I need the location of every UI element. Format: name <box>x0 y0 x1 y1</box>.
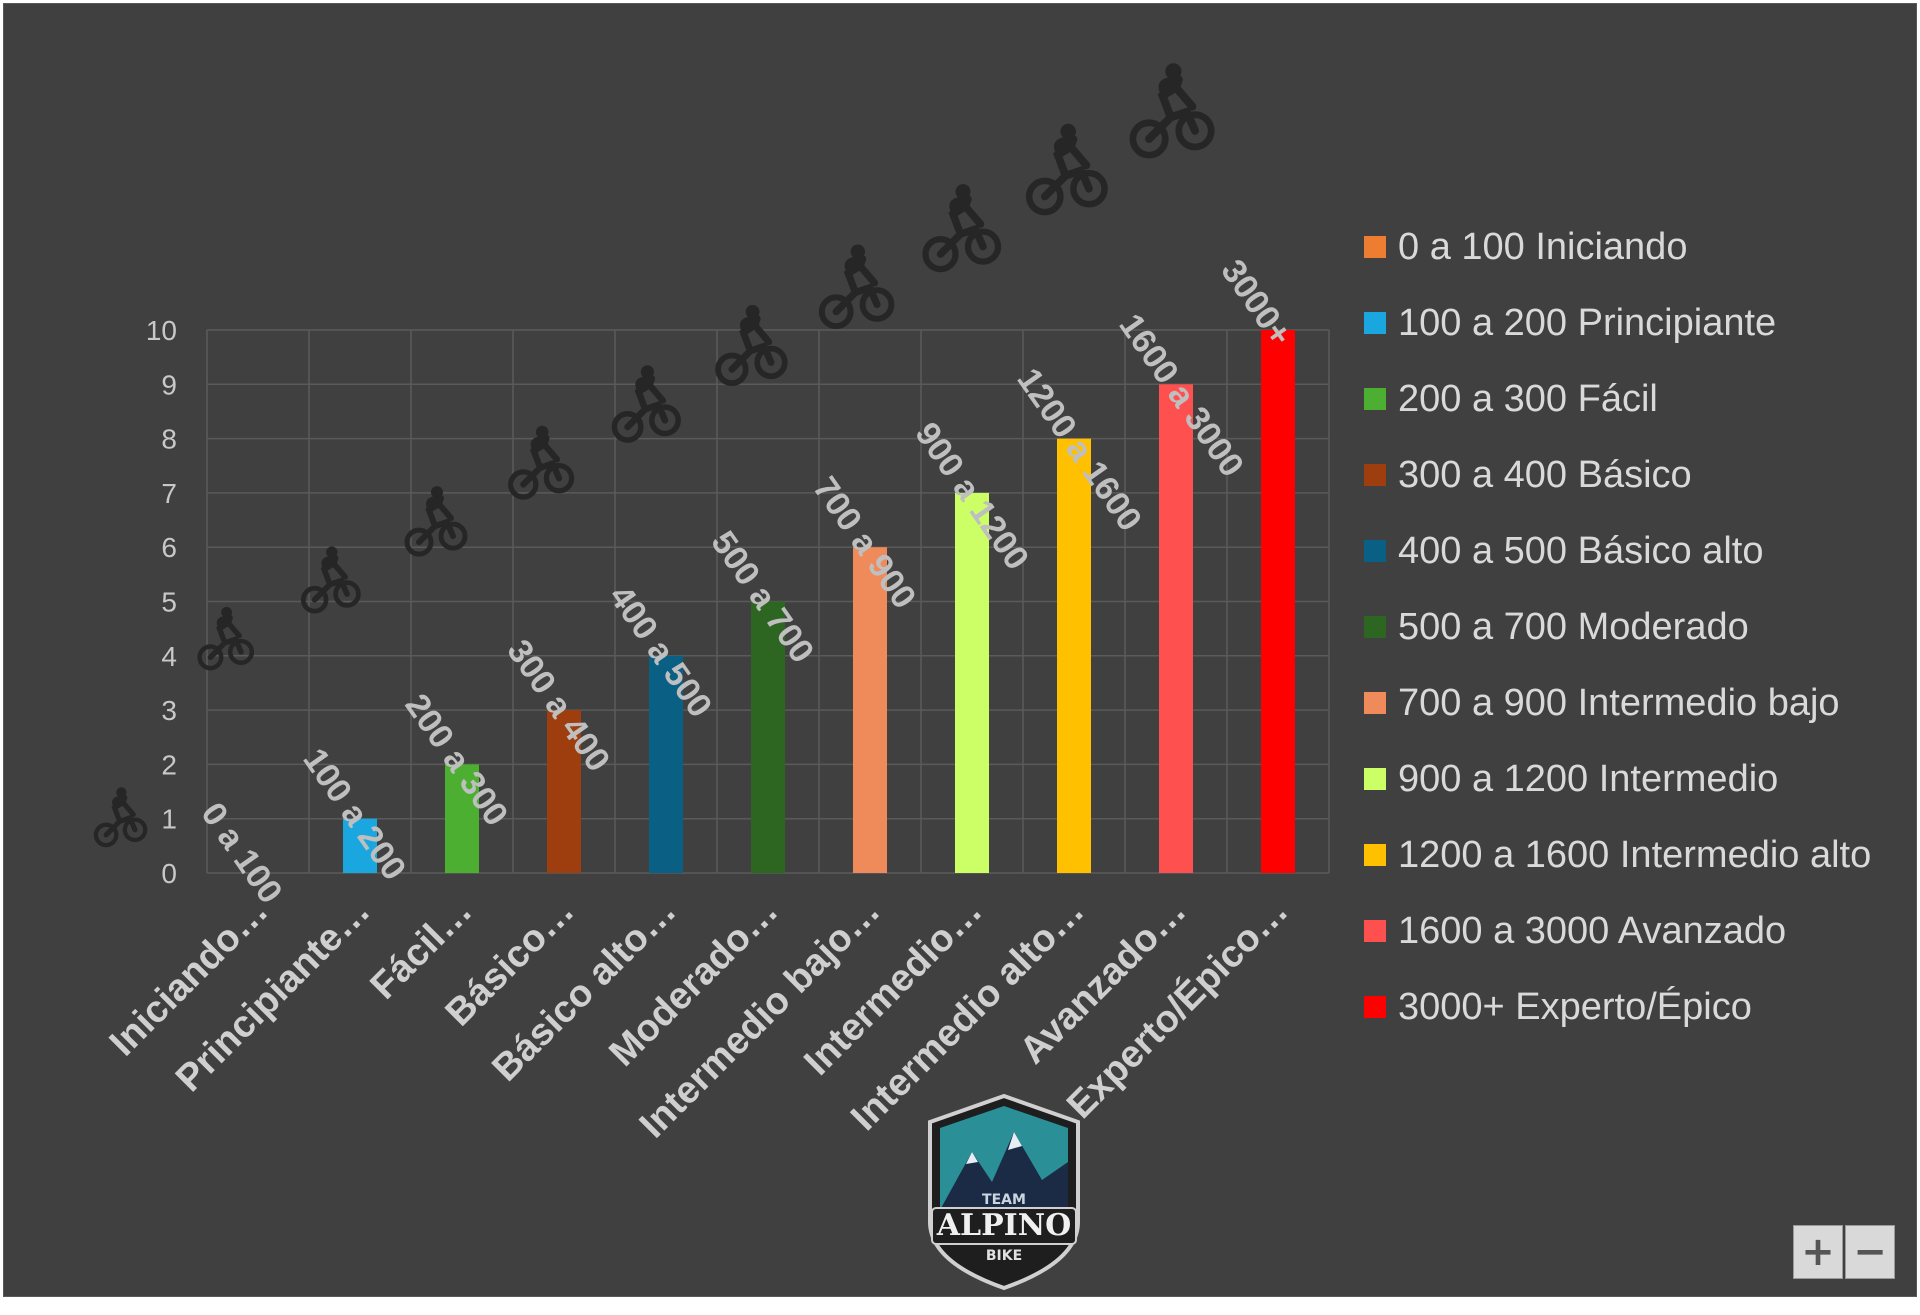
bar <box>955 492 989 873</box>
y-tick-label: 5 <box>161 587 177 618</box>
legend-label: 3000+ Experto/Épico <box>1398 985 1752 1028</box>
cyclist-icon <box>1029 124 1104 212</box>
legend-swatch <box>1364 540 1386 562</box>
bar <box>751 601 785 873</box>
legend-swatch <box>1364 768 1386 790</box>
y-tick-label: 10 <box>146 315 177 346</box>
cyclist-icon <box>614 365 678 440</box>
legend-item: 900 a 1200 Intermedio <box>1364 741 1871 817</box>
cyclist-icon <box>407 486 465 554</box>
cyclist-icon <box>1133 63 1211 155</box>
y-tick-label: 7 <box>161 478 177 509</box>
zoom-controls: + − <box>1793 1225 1895 1279</box>
y-tick-label: 1 <box>161 804 177 835</box>
bar <box>1159 384 1193 873</box>
logo-top-text: TEAM <box>982 1192 1026 1208</box>
cyclist-icon <box>511 426 572 497</box>
legend: 0 a 100 Iniciando 100 a 200 Principiante 2… <box>1364 209 1871 1045</box>
bar <box>853 547 887 873</box>
data-label: 0 a 100 <box>193 796 289 911</box>
cyclist-icon <box>718 305 785 383</box>
cyclist-icon <box>926 184 999 269</box>
legend-label: 100 a 200 Principiante <box>1398 301 1777 344</box>
legend-label: 1200 a 1600 Intermedio alto <box>1398 833 1872 876</box>
category-label: Básico alto… <box>484 890 684 1090</box>
zoom-out-button[interactable]: − <box>1845 1225 1895 1279</box>
legend-item: 300 a 400 Básico <box>1364 437 1871 513</box>
cyclist-icon <box>96 787 145 845</box>
y-tick-label: 2 <box>161 749 177 780</box>
legend-item: 1200 a 1600 Intermedio alto <box>1364 817 1871 893</box>
legend-swatch <box>1364 996 1386 1018</box>
legend-label: 200 a 300 Fácil <box>1398 377 1658 420</box>
legend-label: 500 a 700 Moderado <box>1398 605 1749 648</box>
zoom-in-button[interactable]: + <box>1793 1225 1843 1279</box>
bar <box>1057 438 1091 873</box>
legend-item: 500 a 700 Moderado <box>1364 589 1871 665</box>
y-tick-label: 3 <box>161 695 177 726</box>
legend-item: 400 a 500 Básico alto <box>1364 513 1871 589</box>
legend-item: 0 a 100 Iniciando <box>1364 209 1871 285</box>
category-label: Intermedio… <box>796 890 990 1084</box>
y-tick-label: 9 <box>161 369 177 400</box>
legend-item: 700 a 900 Intermedio bajo <box>1364 665 1871 741</box>
y-tick-label: 6 <box>161 532 177 563</box>
y-tick-label: 4 <box>161 641 177 672</box>
legend-swatch <box>1364 692 1386 714</box>
legend-item: 1600 a 3000 Avanzado <box>1364 893 1871 969</box>
alpino-bike-logo: ALPINO TEAM BIKE <box>922 1092 1086 1292</box>
chart-frame: 0 1 2 3 4 5 6 7 8 9 10 0 a 100 Iniciando… 100 a 200 Pr… <box>3 3 1917 1297</box>
bar <box>649 655 683 873</box>
legend-label: 400 a 500 Básico alto <box>1398 529 1764 572</box>
logo-subtext: BIKE <box>986 1248 1022 1264</box>
y-tick-label: 8 <box>161 424 177 455</box>
legend-item: 200 a 300 Fácil <box>1364 361 1871 437</box>
bar <box>547 710 581 873</box>
bar <box>343 818 377 873</box>
legend-label: 0 a 100 Iniciando <box>1398 225 1688 268</box>
legend-label: 700 a 900 Intermedio bajo <box>1398 681 1840 724</box>
legend-item: 100 a 200 Principiante <box>1364 285 1871 361</box>
bar <box>1261 330 1295 873</box>
legend-swatch <box>1364 388 1386 410</box>
cyclist-icon <box>822 244 892 326</box>
legend-label: 900 a 1200 Intermedio <box>1398 757 1779 800</box>
bar <box>445 764 479 873</box>
legend-swatch <box>1364 920 1386 942</box>
legend-swatch <box>1364 844 1386 866</box>
legend-swatch <box>1364 236 1386 258</box>
y-tick-label: 0 <box>161 858 177 889</box>
legend-label: 300 a 400 Básico <box>1398 453 1692 496</box>
legend-swatch <box>1364 464 1386 486</box>
legend-label: 1600 a 3000 Avanzado <box>1398 909 1787 952</box>
logo-text: ALPINO <box>936 1208 1072 1243</box>
legend-swatch <box>1364 616 1386 638</box>
legend-swatch <box>1364 312 1386 334</box>
legend-item: 3000+ Experto/Épico <box>1364 969 1871 1045</box>
